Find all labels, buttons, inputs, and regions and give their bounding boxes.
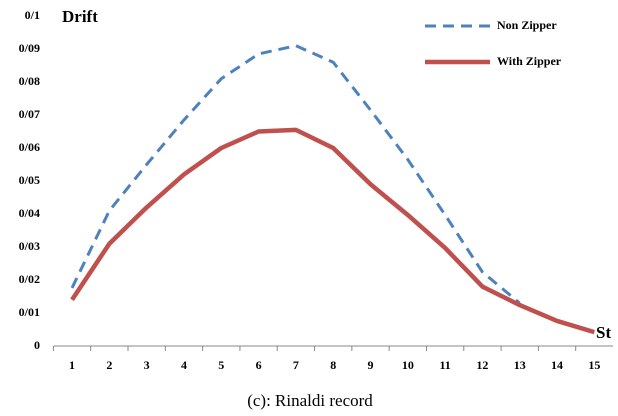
y-tick-label: 0/05 [19,173,40,187]
legend-label: Non Zipper [497,18,557,32]
y-tick-label: 0/06 [19,140,40,154]
x-tick-label: 10 [402,358,414,372]
x-axis-title: St [596,323,611,342]
y-tick-label: 0/04 [19,206,40,220]
x-tick-label: 4 [181,358,187,372]
y-tick-label: 0/07 [19,107,40,121]
x-tick-label: 9 [368,358,374,372]
y-tick-label: 0/1 [25,8,40,22]
x-tick-label: 12 [476,358,488,372]
x-tick-label: 1 [69,358,75,372]
x-tick-label: 14 [551,358,563,372]
y-axis-title: Drift [62,7,98,26]
y-tick-label: 0 [34,338,40,352]
x-tick-label: 5 [218,358,224,372]
x-tick-label: 13 [514,358,526,372]
y-tick-label: 0/08 [19,74,40,88]
x-tick-label: 15 [588,358,600,372]
x-tick-label: 3 [144,358,150,372]
legend-label: With Zipper [497,54,562,68]
y-tick-label: 0/02 [19,272,40,286]
caption: (c): Rinaldi record [247,391,373,410]
y-tick-label: 0/09 [19,41,40,55]
x-tick-label: 11 [439,358,450,372]
series-line [70,127,595,335]
y-tick-label: 0/03 [19,239,40,253]
x-tick-label: 8 [330,358,336,372]
x-tick-label: 6 [256,358,262,372]
y-tick-label: 0/01 [19,305,40,319]
x-tick-label: 2 [106,358,112,372]
x-tick-label: 7 [293,358,299,372]
series-line [70,44,521,305]
